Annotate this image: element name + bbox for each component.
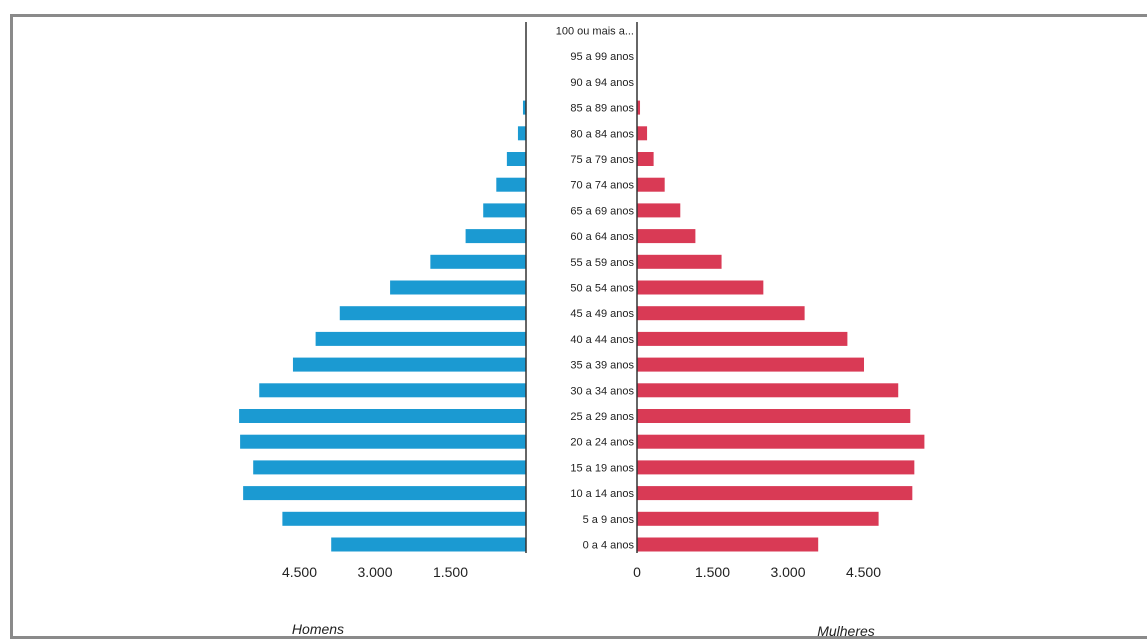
bar-mulheres (637, 434, 925, 449)
bar-mulheres (637, 511, 879, 526)
x-axis-label-mulheres: Mulheres (817, 623, 875, 639)
bar-mulheres (637, 460, 915, 475)
x-ticks-left: 4.500 3.000 1.500 (282, 564, 468, 580)
age-group-label: 75 a 79 anos (570, 154, 634, 166)
x-tick-label-left: 4.500 (282, 564, 317, 580)
age-group-label: 15 a 19 anos (570, 462, 634, 474)
age-group-label: 90 a 94 anos (570, 77, 634, 89)
bar-homens (522, 100, 526, 115)
age-group-label: 80 a 84 anos (570, 128, 634, 140)
x-tick-label-right: 3.000 (770, 564, 805, 580)
age-group-label: 10 a 14 anos (570, 488, 634, 500)
age-group-label: 95 a 99 anos (570, 51, 634, 63)
age-group-label: 70 a 74 anos (570, 180, 634, 192)
bar-mulheres (637, 357, 865, 372)
age-group-label: 25 a 29 anos (570, 411, 634, 423)
bar-mulheres (637, 203, 681, 218)
x-tick-label-right: 1.500 (695, 564, 730, 580)
bar-homens (465, 229, 526, 244)
age-group-label: 100 ou mais a... (556, 26, 634, 38)
bar-mulheres (637, 306, 805, 321)
bar-homens (240, 434, 526, 449)
bar-homens (331, 537, 526, 552)
age-group-label: 50 a 54 anos (570, 283, 634, 295)
bar-homens (517, 126, 526, 141)
bar-mulheres (637, 383, 899, 398)
bar-mulheres (637, 331, 848, 346)
x-axis-label-homens: Homens (292, 621, 344, 637)
x-tick-label-right: 4.500 (846, 564, 881, 580)
bar-mulheres (637, 229, 696, 244)
age-group-label: 65 a 69 anos (570, 205, 634, 217)
x-tick-label-left: 1.500 (433, 564, 468, 580)
bar-homens (506, 152, 526, 166)
bar-mulheres (637, 409, 911, 423)
age-group-labels: 100 ou mais a... 95 a 99 anos 90 a 94 anos… (556, 26, 635, 552)
age-group-label: 5 a 9 anos (583, 514, 635, 526)
bar-mulheres (637, 177, 665, 192)
bar-mulheres (637, 152, 654, 166)
bar-homens (430, 254, 526, 269)
x-tick-label-left: 3.000 (357, 564, 392, 580)
x-ticks-right: 0 1.500 3.000 4.500 (633, 564, 881, 580)
bar-homens (390, 280, 526, 295)
bar-homens (253, 460, 526, 475)
age-group-label: 45 a 49 anos (570, 308, 634, 320)
bar-mulheres (637, 100, 641, 115)
x-tick-label-right: 0 (633, 564, 641, 580)
bar-mulheres (637, 486, 913, 501)
bar-homens (292, 357, 526, 372)
age-group-label: 60 a 64 anos (570, 231, 634, 243)
age-group-label: 20 a 24 anos (570, 437, 634, 449)
bar-mulheres (637, 254, 722, 269)
bar-homens (259, 383, 526, 398)
age-group-label: 55 a 59 anos (570, 257, 634, 269)
mulheres-bars (637, 100, 925, 552)
bar-homens (339, 306, 526, 321)
bar-homens (496, 177, 526, 192)
age-group-label: 30 a 34 anos (570, 385, 634, 397)
bar-mulheres (637, 126, 648, 141)
bar-mulheres (637, 280, 764, 295)
bar-mulheres (637, 537, 819, 552)
homens-bars (239, 100, 527, 552)
age-group-label: 35 a 39 anos (570, 360, 634, 372)
bar-homens (282, 511, 526, 526)
age-group-label: 40 a 44 anos (570, 334, 634, 346)
bar-homens (315, 331, 526, 346)
bar-homens (483, 203, 526, 218)
chart-frame (10, 14, 1147, 639)
age-group-label: 0 a 4 anos (583, 540, 635, 552)
bar-homens (243, 486, 527, 501)
bar-homens (239, 409, 526, 423)
age-group-label: 85 a 89 anos (570, 103, 634, 115)
